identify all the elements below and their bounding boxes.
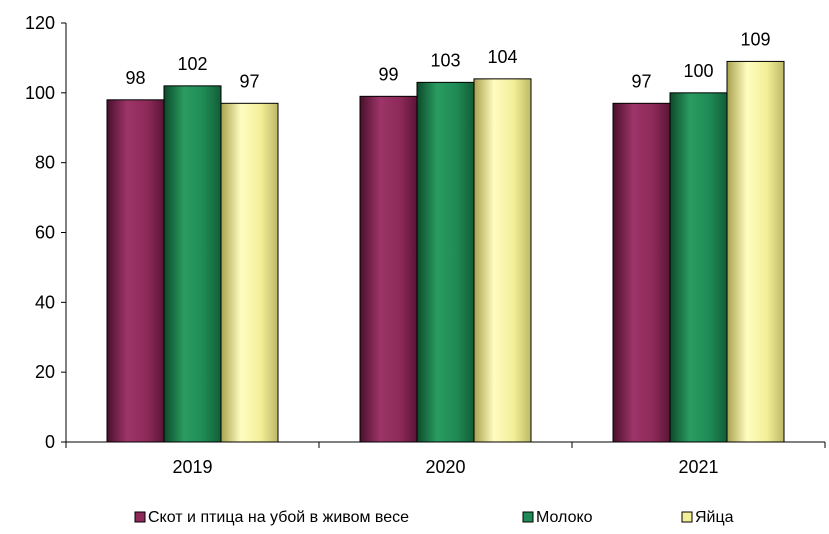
data-label: 100 (683, 61, 713, 81)
legend-swatch (522, 511, 534, 523)
data-label: 109 (740, 29, 770, 49)
bar (473, 78, 532, 443)
legend-label: Молоко (536, 509, 593, 526)
legend: Скот и птица на убой в живом весе Молоко Я… (134, 509, 734, 526)
data-labels: 98 102 97 99 103 104 97 100 109 (125, 29, 770, 91)
data-label: 102 (177, 54, 207, 74)
x-tick-label: 2019 (172, 457, 212, 477)
data-label: 103 (430, 50, 460, 70)
y-tick-label: 40 (35, 292, 55, 312)
data-label: 98 (125, 68, 145, 88)
bar (669, 92, 728, 443)
y-tick-label: 0 (45, 432, 55, 452)
legend-label: Яйца (695, 509, 734, 526)
bar (612, 102, 671, 443)
x-tick-label: 2020 (425, 457, 465, 477)
bar (359, 95, 418, 443)
bar (163, 85, 222, 443)
y-tick-label: 80 (35, 153, 55, 173)
data-label: 99 (378, 64, 398, 84)
bar (726, 60, 785, 443)
bar (220, 102, 279, 443)
legend-swatch (681, 511, 693, 523)
bars (106, 60, 785, 443)
axes: 0 20 40 60 80 100 120 2019 2020 2021 (25, 13, 826, 477)
data-label: 97 (631, 71, 651, 91)
bar (106, 99, 165, 443)
legend-label: Скот и птица на убой в живом весе (148, 509, 409, 526)
y-tick-label: 120 (25, 13, 55, 33)
y-tick-label: 20 (35, 362, 55, 382)
data-label: 97 (239, 71, 259, 91)
legend-swatch (134, 511, 146, 523)
bar (416, 81, 475, 443)
x-tick-label: 2021 (678, 457, 718, 477)
y-tick-label: 60 (35, 223, 55, 243)
data-label: 104 (487, 47, 517, 67)
y-tick-label: 100 (25, 83, 55, 103)
